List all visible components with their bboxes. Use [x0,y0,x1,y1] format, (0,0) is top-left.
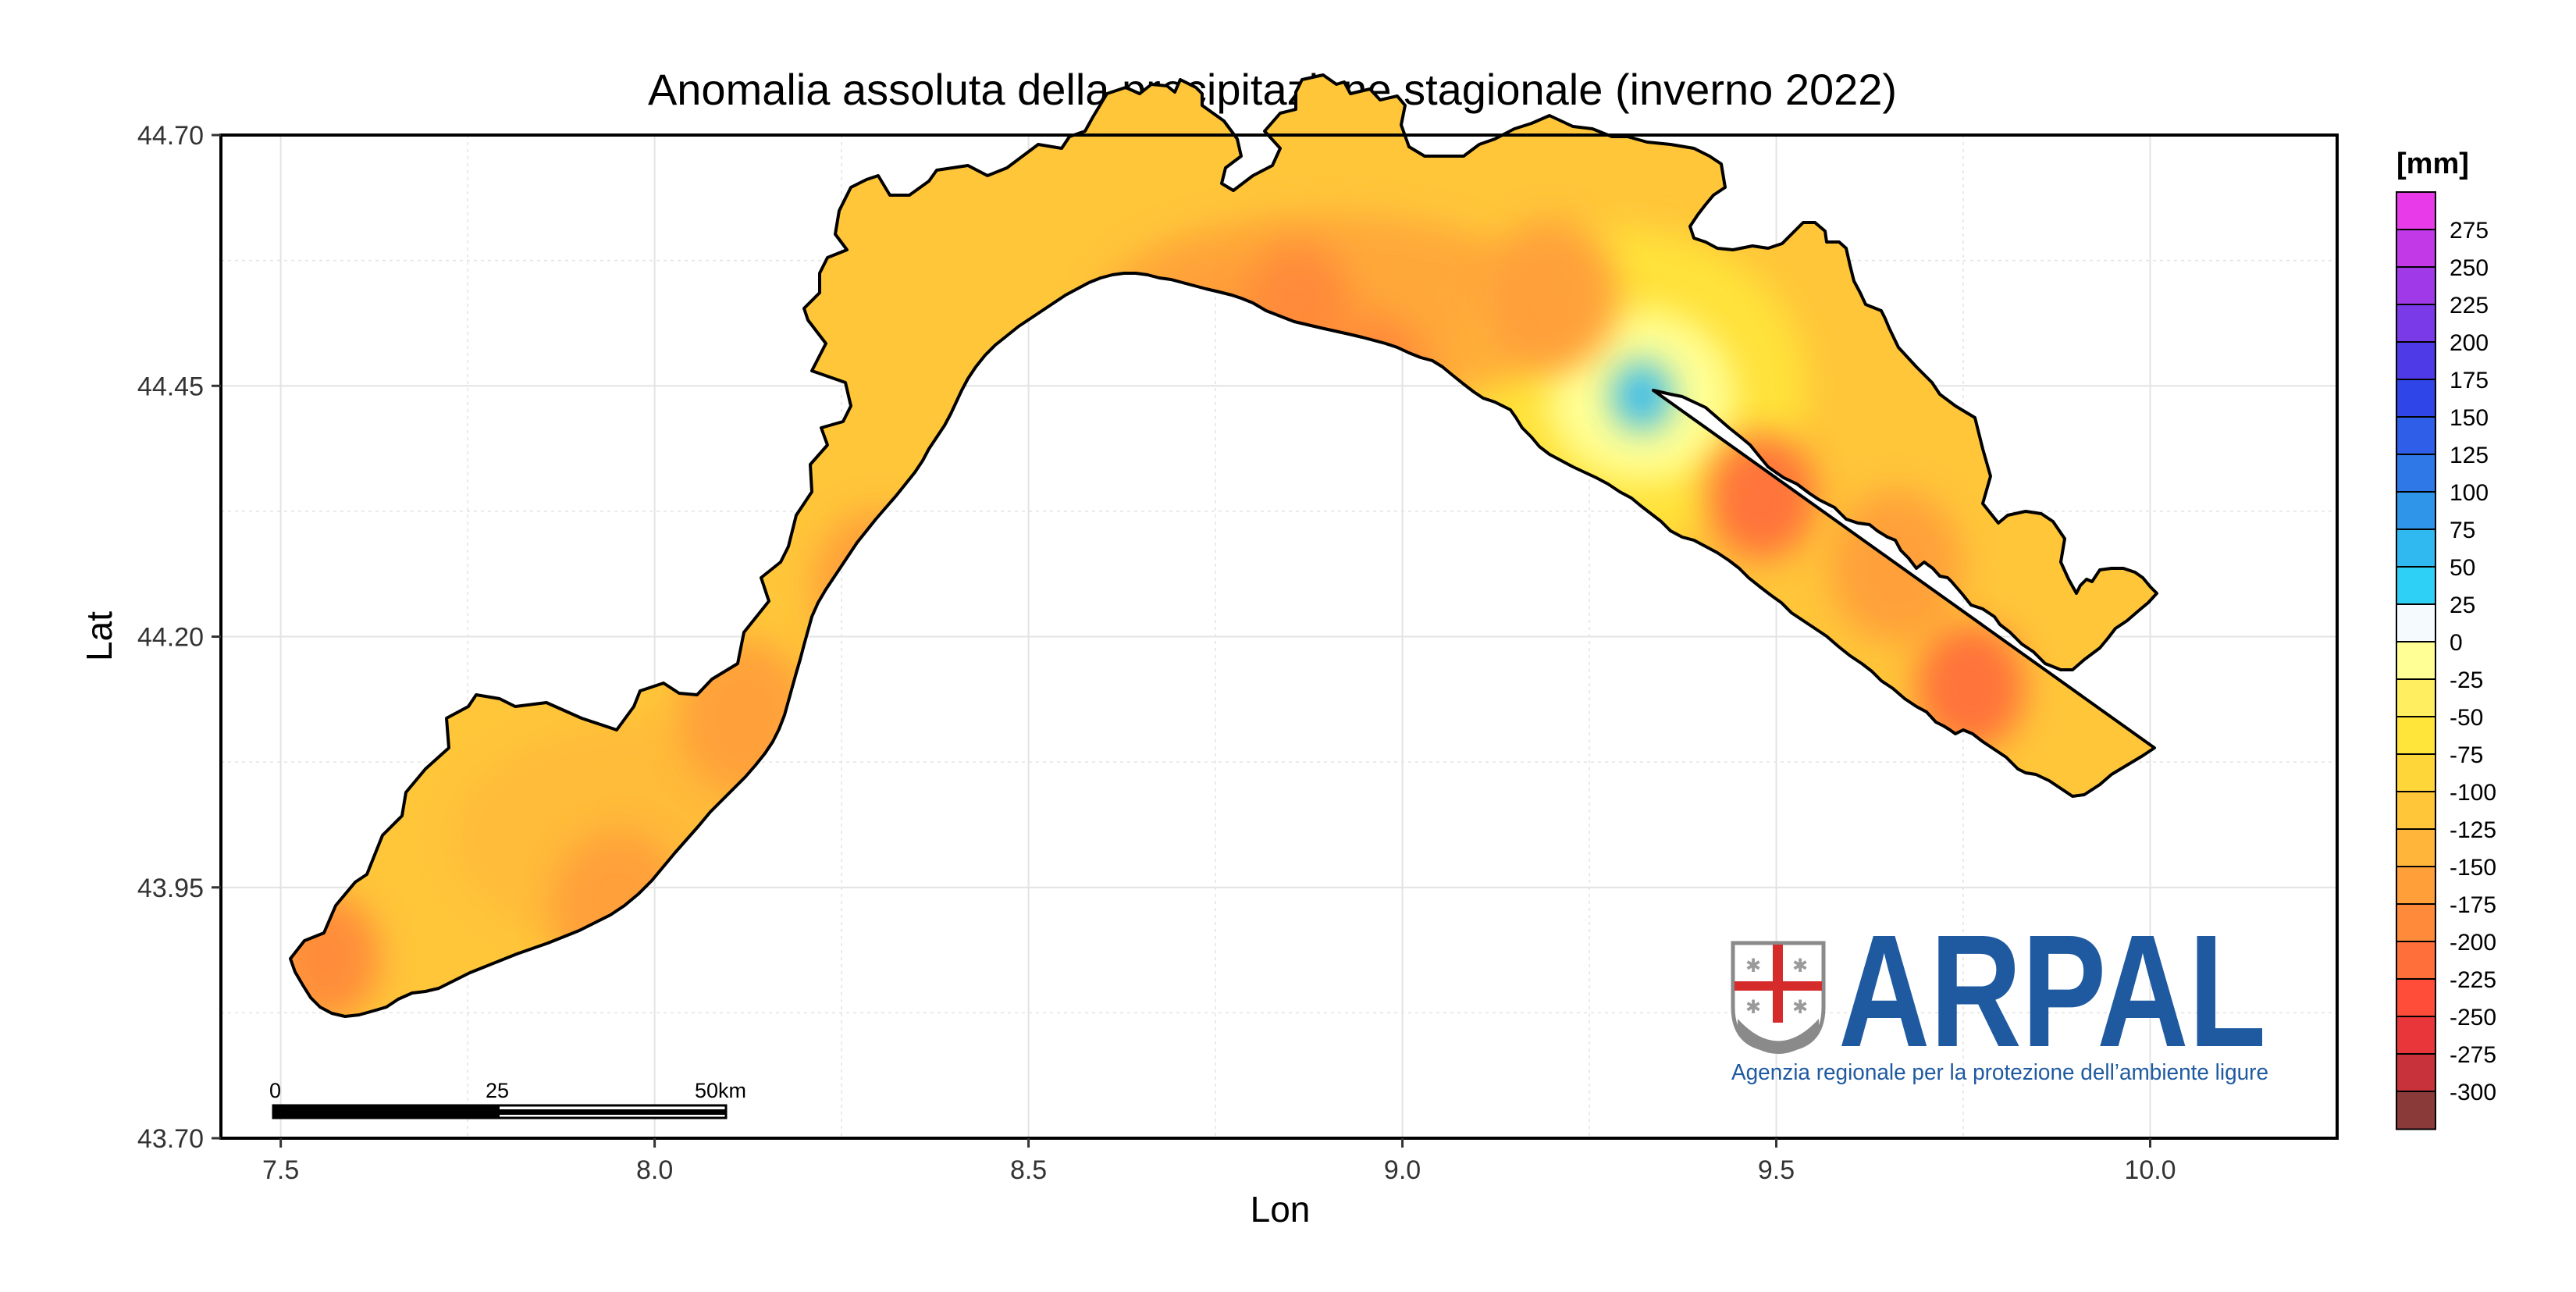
x-axis: 7.5 8.0 8.5 9.0 9.5 10.0 [262,1138,2176,1185]
liguria-shield-icon: ✱ ✱ ✱ ✱ [1731,941,1826,1054]
legend: [mm] 2752502252001751501251007550250-25-… [2396,148,2496,1130]
legend-swatch-13 [2396,678,2436,718]
x-tick-label-2: 8.5 [1010,1155,1047,1185]
legend-label-12: -25 [2450,667,2483,693]
legend-label-21: -250 [2450,1005,2496,1030]
logo-wordmark: ARPAL [1838,902,2266,1080]
scale-bar-half-segment [500,1109,726,1115]
legend-label-3: 200 [2450,330,2489,356]
legend-swatch-24 [2396,1091,2436,1130]
legend-swatch-21 [2396,978,2436,1018]
y-tick-label-1: 43.95 [137,874,204,903]
legend-label-5: 150 [2450,405,2489,431]
legend-swatch-19 [2396,903,2436,943]
legend-label-14: -75 [2450,742,2483,768]
legend-label-18: -175 [2450,892,2496,918]
x-tick-label-4: 9.5 [1758,1155,1795,1185]
x-tick-label-1: 8.0 [636,1155,673,1185]
legend-swatch-22 [2396,1016,2436,1055]
legend-swatch-6 [2396,416,2436,456]
legend-label-16: -125 [2450,817,2496,843]
legend-label-11: 0 [2450,630,2463,656]
scale-label-25: 25 [486,1079,509,1102]
legend-colorbar [2396,191,2436,1130]
scale-bar-filled-segment [273,1105,500,1118]
svg-text:✱: ✱ [1745,956,1761,977]
legend-label-23: -300 [2450,1080,2496,1105]
legend-swatch-4 [2396,341,2436,381]
legend-label-6: 125 [2450,443,2489,468]
legend-swatch-1 [2396,229,2436,269]
legend-labels: 2752502252001751501251007550250-25-50-75… [2450,218,2496,1105]
legend-swatch-10 [2396,566,2436,606]
map-panel [219,73,2339,1140]
legend-swatch-16 [2396,791,2436,831]
anomaly-spot-9 [1706,433,1816,560]
legend-swatch-20 [2396,941,2436,981]
arpal-logo: ✱ ✱ ✱ ✱ ARPAL Agenzia regionale per la p… [1731,902,2268,1085]
x-tick-label-0: 7.5 [262,1155,299,1185]
legend-swatch-0 [2396,191,2436,231]
legend-label-1: 250 [2450,255,2489,281]
legend-swatch-11 [2396,603,2436,643]
legend-title: [mm] [2396,148,2469,180]
legend-label-10: 25 [2450,593,2475,618]
legend-swatch-8 [2396,491,2436,531]
y-axis-label: Lat [79,611,119,661]
scale-label-0: 0 [269,1079,281,1102]
legend-swatch-14 [2396,716,2436,756]
coastline-outline [289,73,2158,1018]
legend-swatch-3 [2396,304,2436,343]
y-tick-label-0: 43.70 [137,1124,204,1154]
legend-swatch-12 [2396,641,2436,681]
legend-label-13: -50 [2450,705,2483,731]
legend-swatch-5 [2396,379,2436,418]
legend-label-9: 50 [2450,555,2475,581]
x-tick-label-5: 10.0 [2124,1155,2176,1185]
y-tick-label-4: 44.70 [137,121,204,151]
chart-title: Anomalia assoluta della precipitazione s… [648,65,1897,114]
y-tick-label-3: 44.45 [137,372,204,401]
svg-text:✱: ✱ [1792,997,1808,1018]
legend-label-2: 225 [2450,293,2489,319]
svg-text:✱: ✱ [1792,956,1808,977]
y-axis: 43.70 43.95 44.20 44.45 44.70 [137,121,221,1154]
legend-label-7: 100 [2450,480,2489,506]
y-tick-label-2: 44.20 [137,623,204,653]
legend-swatch-2 [2396,266,2436,306]
anomaly-spot-7 [1485,219,1619,372]
legend-swatch-17 [2396,828,2436,868]
legend-label-19: -200 [2450,930,2496,956]
legend-swatch-15 [2396,753,2436,793]
anomaly-spot-11 [1916,624,2026,750]
svg-text:✱: ✱ [1745,997,1761,1018]
anomaly-spot-8 [1612,361,1672,430]
anomaly-spot-10 [1829,489,1962,643]
legend-label-0: 275 [2450,218,2489,244]
scale-bar: 0 25 50km [269,1079,746,1119]
legend-label-20: -225 [2450,967,2496,993]
legend-swatch-23 [2396,1053,2436,1093]
legend-swatch-9 [2396,529,2436,568]
scale-label-50km: 50km [695,1079,746,1102]
logo-subtitle: Agenzia regionale per la protezione dell… [1731,1060,2268,1085]
legend-label-22: -275 [2450,1042,2496,1068]
legend-label-17: -150 [2450,855,2496,881]
x-tick-label-3: 9.0 [1384,1155,1421,1185]
x-axis-label: Lon [1251,1189,1311,1230]
legend-label-15: -100 [2450,780,2496,806]
legend-swatch-18 [2396,866,2436,906]
legend-label-8: 75 [2450,518,2475,543]
legend-label-4: 175 [2450,368,2489,393]
legend-swatch-7 [2396,454,2436,493]
